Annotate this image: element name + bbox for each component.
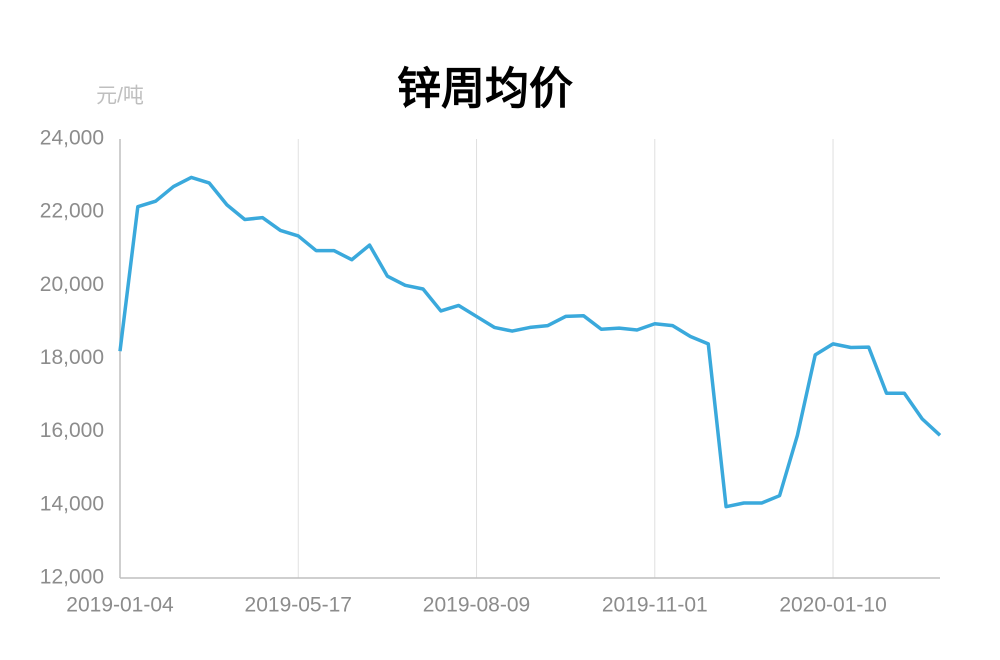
data-line	[118, 175, 942, 509]
x-tick-label: 2019-08-09	[423, 594, 530, 617]
x-tick-label: 2019-05-17	[245, 594, 352, 617]
y-tick-label: 16,000	[40, 419, 104, 442]
y-unit: 元/吨	[96, 85, 144, 108]
x-tick-label: 2019-01-04	[66, 594, 174, 617]
y-tick-label: 20,000	[40, 273, 104, 296]
y-tick-label: 24,000	[40, 127, 104, 150]
y-tick-label: 18,000	[40, 346, 104, 369]
y-tick-label: 22,000	[40, 200, 104, 223]
x-tick-label: 2020-01-10	[779, 594, 886, 617]
y-tick-label: 12,000	[40, 566, 104, 589]
x-tick-label: 2019-11-01	[602, 594, 708, 617]
y-tick-label: 14,000	[40, 492, 104, 515]
chart-title: 锌周均价	[397, 65, 573, 114]
